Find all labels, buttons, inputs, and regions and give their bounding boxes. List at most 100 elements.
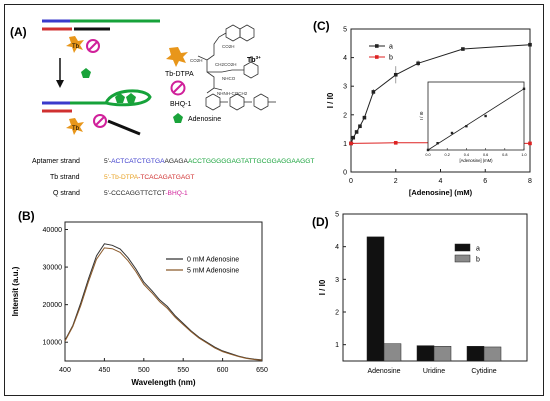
panel-c-inset-point (450, 131, 454, 135)
tb-dtpa-label: Tb-DTPA (165, 71, 194, 78)
panel-c-legend-marker (375, 55, 379, 59)
bhq-structure (205, 93, 276, 111)
chem-label-4: NHCO (222, 76, 236, 81)
tb-star-top: Tb (66, 36, 84, 53)
panel-c-inset-fit-line (427, 88, 525, 151)
panel-b-ytick-label: 20000 (43, 302, 63, 309)
panel-c-xlabel: [Adenosine] (mM) (409, 188, 473, 197)
panel-c-inset-point (426, 148, 430, 152)
panel-c-data-point (351, 135, 356, 140)
panel-b-ytick-label: 30000 (43, 265, 63, 272)
tb-ion-label: Tb3+ (247, 55, 261, 64)
bhq-quencher-released (93, 114, 107, 128)
bhq-quencher-top (86, 39, 100, 53)
panel-c-inset-point (484, 114, 487, 118)
panel-c-inset-xtick-label: 0.0 (425, 153, 430, 157)
adenosine-label: Adenosine (188, 116, 221, 123)
panel-d-ytick-label: 1 (335, 342, 339, 349)
panel-c-data-point (393, 72, 398, 77)
panel-b-series-line (64, 243, 263, 361)
tb-star-bottom: Tb (66, 118, 84, 135)
seq-tb: 5'-Tb-DTPA-TCACAGATGAGT (104, 174, 194, 181)
panel-b-xtick-label: 500 (138, 367, 150, 374)
panel-b-xtick-label: 450 (99, 367, 111, 374)
panel-c-data-point (416, 61, 420, 66)
panel-c-inset-point (522, 87, 526, 90)
chem-label-2: CO2H (190, 58, 203, 63)
panel-b-ylabel: Intensit (a.u.) (11, 266, 20, 316)
panel-c-legend-label: b (389, 55, 393, 62)
panel-d-ytick-label: 5 (335, 212, 339, 219)
chem-label-5: NHNH-COCH2 (217, 91, 248, 96)
panel-c-ytick-label: 1 (343, 141, 347, 148)
panel-d-bar (466, 346, 485, 362)
reaction-arrow-head (56, 80, 64, 88)
panel-b-xtick-label: 400 (59, 367, 71, 374)
tb-dtpa-structure (197, 24, 259, 94)
released-q-strand (107, 119, 141, 136)
panel-c-xtick-label: 8 (528, 178, 532, 185)
bound-adenosine-1 (115, 93, 125, 103)
chem-label-3: CH2CO2H (215, 62, 237, 67)
panel-d-category-label: Uridine (423, 368, 445, 375)
panel-c-inset-point (465, 125, 468, 128)
panel-d-legend-label: a (476, 246, 480, 253)
panel-d-label: (D) (312, 215, 329, 229)
panel-c-xtick-label: 4 (439, 178, 443, 185)
panel-d-legend-swatch (454, 243, 471, 252)
panel-b-xtick-label: 550 (177, 367, 189, 374)
panel-c-ytick-label: 3 (343, 84, 347, 91)
bhq-legend-icon (170, 80, 186, 96)
panel-c-legend-label: a (389, 44, 393, 51)
panel-d-category-label: Adenosine (367, 368, 400, 375)
panel-b-label: (B) (18, 209, 35, 223)
panel-c-data-point (393, 141, 398, 145)
panel-c-data-point (358, 124, 362, 129)
chem-label-1: CO2H (222, 44, 235, 49)
panel-c-inset-xtick-label: 0.6 (483, 153, 488, 157)
adenosine-legend-icon (173, 113, 183, 123)
panel-c-inset-ylabel: I / I0 (419, 111, 424, 120)
panel-d-ytick-label: 3 (335, 277, 339, 284)
panel-c-xtick-label: 6 (483, 178, 487, 185)
panel-c-data-point (461, 47, 465, 51)
seq-name-aptamer: Aptamer strand (32, 158, 80, 165)
bhq-label: BHQ-1 (170, 101, 192, 108)
panel-d-bar (366, 236, 385, 362)
panel-c-label: (C) (313, 19, 330, 33)
panel-b-ytick-label: 40000 (43, 227, 63, 234)
panel-c-data-point (349, 141, 353, 146)
panel-c-inset-frame (427, 81, 525, 151)
panel-b-xtick-label: 650 (256, 367, 268, 374)
panel-c-data-point (354, 130, 359, 134)
seq-aptamer: 5'-ACTCATCTGTGAAGAGAACCTGGGGGAGTATTGCGGA… (104, 158, 314, 165)
svg-text:Tb: Tb (72, 126, 80, 132)
panel-c-data-point (528, 42, 532, 47)
panel-c-data-point (362, 115, 367, 120)
panel-c-ylabel: I / I0 (326, 92, 335, 108)
seq-name-q: Q strand (53, 190, 80, 197)
panel-c-xtick-label: 0 (349, 178, 353, 185)
seq-name-tb: Tb strand (50, 174, 80, 181)
figure-frame (4, 4, 544, 396)
adenosine-pentagon-arrow (81, 68, 91, 78)
panel-d-ytick-label: 4 (335, 244, 339, 251)
panel-d-legend-label: b (476, 257, 480, 264)
panel-b-ytick-label: 10000 (43, 340, 63, 347)
panel-b-legend-label: 0 mM Adenosine (187, 257, 239, 264)
panel-b-series-line (64, 247, 263, 361)
panel-c-data-point (528, 141, 532, 146)
panel-d-bar (433, 346, 452, 362)
panel-c-series-line (350, 44, 531, 144)
panel-c-ytick-label: 5 (343, 27, 347, 34)
panel-d-ylabel: I / I0 (318, 279, 327, 295)
panel-c-inset-xtick-label: 0.4 (464, 153, 469, 157)
panel-c-inset-xlabel: [Adenosine] (mM) (459, 158, 493, 163)
svg-text:Tb: Tb (72, 44, 80, 50)
panel-c-inset-xtick-label: 0.2 (445, 153, 450, 157)
panel-c-inset-xtick-label: 1.0 (521, 153, 526, 157)
